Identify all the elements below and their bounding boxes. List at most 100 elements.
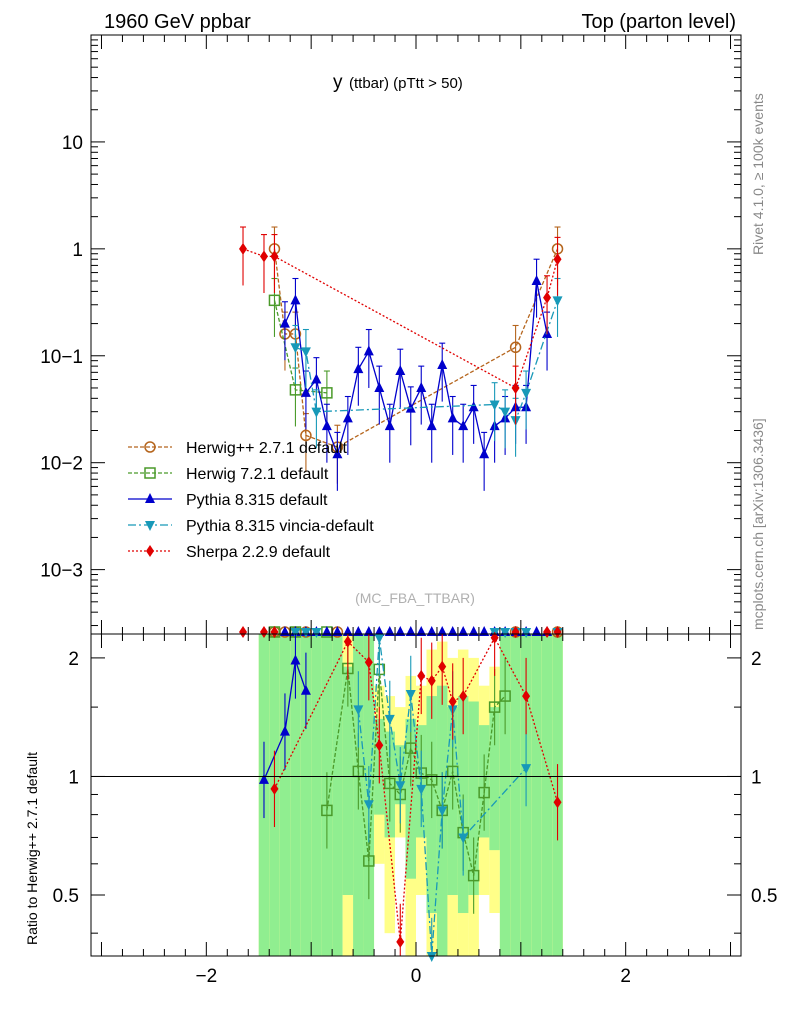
data-point-pythia [416, 381, 427, 392]
data-point-pythia [311, 373, 322, 384]
ratio-point-sherpa [459, 690, 468, 703]
data-point-herwig7 [268, 294, 281, 307]
data-point-sherpa [239, 242, 248, 255]
series-sherpa [239, 226, 562, 638]
ratio-point-sherpa [343, 635, 352, 648]
band-green-bin [468, 701, 479, 895]
watermark: (MC_FBA_TTBAR) [355, 590, 475, 606]
baseline-marker [270, 626, 279, 638]
legend-label: Pythia 8.315 vincia-default [186, 518, 374, 535]
main-y-tick-label: 10−1 [40, 347, 83, 368]
ratio-point-vincia [458, 833, 469, 844]
legend-entry-pythia: Pythia 8.315 default [128, 492, 328, 509]
ratio-point-pythia [279, 725, 290, 736]
baseline-marker [259, 626, 268, 638]
axes-frames: 10 1 10−1 10−2 10−3 2 2 1 1 0.5 0.5 −2 0 2 [40, 34, 777, 987]
ratio-point-herwig7 [425, 774, 438, 786]
legend-entry-herwig7: Herwig 7.2.1 default [128, 466, 329, 483]
data-point-vincia [552, 296, 563, 307]
legend-label: Herwig++ 2.7.1 default [186, 440, 348, 457]
ratio-point-vincia [405, 689, 416, 700]
data-point-pythia [290, 294, 301, 305]
baseline-marker [511, 626, 520, 638]
baseline-marker [300, 628, 311, 638]
ratio-point-pythia [290, 654, 301, 665]
data-point-sherpa [553, 253, 562, 266]
baseline-marker [543, 626, 552, 638]
ratio-y-tick-label-right: 2 [751, 649, 762, 670]
band-green-bin [290, 634, 301, 956]
ratio-y-tick-label-left: 2 [68, 649, 79, 670]
legend-marker [145, 521, 155, 531]
ratio-y-tick-label-right: 0.5 [751, 886, 777, 907]
band-green-bin [311, 634, 322, 956]
plot-title-main: y [333, 72, 343, 93]
ratio-point-vincia [363, 800, 374, 811]
legend-entry-herwigpp: Herwig++ 2.7.1 default [128, 440, 348, 457]
ratio-point-vincia [395, 781, 406, 792]
data-point-vincia [521, 388, 532, 399]
data-point-pythia [384, 420, 395, 431]
baseline-marker [239, 626, 248, 638]
baseline-marker [500, 628, 511, 638]
ratio-point-herwig7 [478, 786, 490, 799]
ratio-point-herwig7 [363, 855, 375, 867]
ratio-point-vincia [521, 764, 532, 775]
data-point-herwigpp [300, 429, 312, 442]
baseline-markers-sherpa [239, 626, 562, 638]
ratio-point-vincia [437, 806, 448, 817]
band-green-bin [510, 634, 521, 956]
baseline-marker [553, 626, 562, 638]
ratio-point-sherpa [438, 660, 447, 673]
data-point-pythia [447, 412, 458, 423]
ratio-point-sherpa [490, 631, 499, 644]
legend-marker [144, 467, 156, 479]
ratio-point-herwig7 [499, 690, 511, 702]
data-point-pythia [458, 420, 469, 431]
ratio-point-sherpa [417, 669, 426, 682]
ratio-point-sherpa [270, 782, 279, 795]
band-green-bin [342, 666, 354, 895]
header-left: 1960 GeV ppbar [104, 11, 251, 33]
data-point-herwig7 [321, 387, 333, 399]
ratio-point-herwig7 [321, 804, 333, 817]
data-point-pythia [479, 448, 490, 459]
data-point-sherpa [543, 291, 552, 304]
data-point-pythia [531, 275, 542, 286]
main-y-tick-label: 10 [62, 133, 83, 154]
legend-entry-vincia: Pythia 8.315 vincia-default [128, 518, 374, 535]
ratio-point-herwig7 [384, 777, 396, 790]
data-point-vincia [300, 347, 311, 358]
legend-label: Pythia 8.315 default [186, 492, 328, 509]
ratio-point-sherpa [427, 674, 436, 687]
data-point-herwigpp [509, 341, 522, 354]
data-point-pythia [332, 448, 343, 459]
legend-marker [146, 545, 154, 557]
series-line-sherpa [242, 248, 559, 389]
main-y-tick-label: 10−2 [40, 454, 83, 475]
ratio-point-sherpa [364, 656, 373, 669]
data-point-pythia [279, 317, 290, 328]
band-green-bin [531, 634, 542, 956]
ratio-point-pythia [258, 773, 269, 784]
data-point-pythia [353, 363, 364, 374]
data-point-herwig7 [289, 384, 302, 396]
baseline-marker [290, 628, 301, 638]
data-point-pythia [468, 401, 479, 412]
baseline-marker [521, 628, 532, 638]
ratio-ylabel: Ratio to Herwig++ 2.7.1 default [24, 752, 40, 945]
ratio-point-vincia [426, 952, 437, 962]
data-point-pythia [395, 365, 406, 376]
data-point-pythia [437, 358, 448, 369]
x-tick-label: 0 [411, 966, 422, 987]
data-point-pythia [363, 345, 374, 356]
ratio-y-tick-label-left: 1 [68, 767, 79, 788]
ratio-point-sherpa [522, 690, 531, 703]
band-green-bin [300, 634, 312, 956]
data-point-sherpa [259, 250, 268, 263]
x-tick-label: −2 [195, 966, 217, 987]
legend: Herwig++ 2.7.1 default Herwig 7.2.1 defau… [128, 440, 374, 561]
series-line-vincia [295, 300, 559, 422]
data-point-pythia [300, 386, 311, 397]
